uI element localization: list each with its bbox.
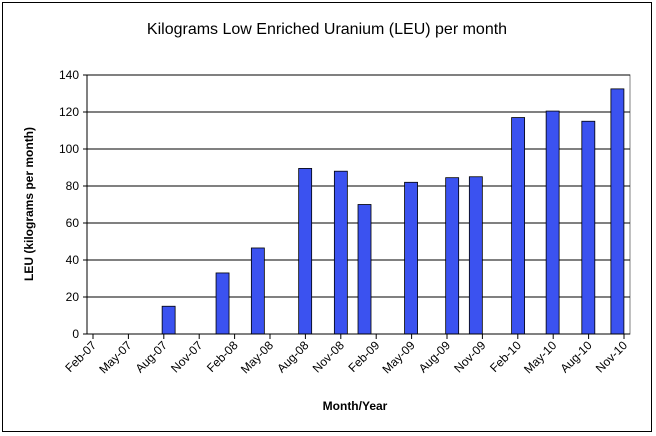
bar	[161, 305, 176, 335]
y-tick-label: 60	[66, 216, 80, 230]
bar	[333, 170, 348, 335]
x-tick-label: Aug-08	[274, 338, 311, 375]
bar	[357, 204, 372, 335]
bar	[298, 168, 313, 335]
y-tick-label: 20	[66, 290, 80, 304]
x-tick-label: Aug-07	[133, 338, 170, 375]
bars	[161, 88, 625, 335]
x-tick-label: Feb-09	[346, 338, 383, 375]
bar	[404, 181, 418, 335]
x-axis-ticks: Feb-07May-07Aug-07Nov-07Feb-08May-08Aug-…	[62, 334, 630, 376]
x-tick-label: Feb-10	[487, 338, 524, 375]
y-tick-label: 80	[66, 179, 80, 193]
x-tick-label: Feb-07	[62, 338, 99, 375]
bar	[445, 177, 460, 335]
bar	[511, 117, 526, 335]
x-tick-label: Nov-10	[593, 338, 630, 375]
bar	[468, 176, 483, 335]
x-tick-label: May-09	[380, 338, 418, 376]
y-axis-label: LEU (kilograms per month)	[22, 127, 36, 281]
y-axis-ticks: 0 20 40 60 80 100 120 140	[59, 68, 87, 341]
x-axis-label: Month/Year	[323, 399, 388, 413]
x-tick-label: May-08	[238, 338, 276, 376]
y-tick-label: 0	[72, 327, 79, 341]
x-tick-label: Nov-09	[451, 338, 488, 375]
y-tick-label: 100	[59, 142, 79, 156]
x-tick-label: May-07	[96, 338, 134, 376]
y-tick-label: 120	[59, 105, 79, 119]
bar	[581, 120, 596, 335]
x-tick-label: May-10	[521, 338, 559, 376]
x-tick-label: Nov-07	[168, 338, 205, 375]
x-tick-label: Feb-08	[204, 338, 241, 375]
y-tick-label: 140	[59, 68, 79, 82]
bar	[610, 88, 625, 335]
x-tick-label: Aug-09	[416, 338, 453, 375]
y-tick-label: 40	[66, 253, 80, 267]
x-tick-label: Aug-10	[557, 338, 594, 375]
bar	[215, 272, 230, 335]
bar	[250, 247, 265, 335]
bar	[545, 110, 560, 335]
x-tick-label: Nov-08	[310, 338, 347, 375]
chart-title: Kilograms Low Enriched Uranium (LEU) per…	[147, 21, 507, 38]
